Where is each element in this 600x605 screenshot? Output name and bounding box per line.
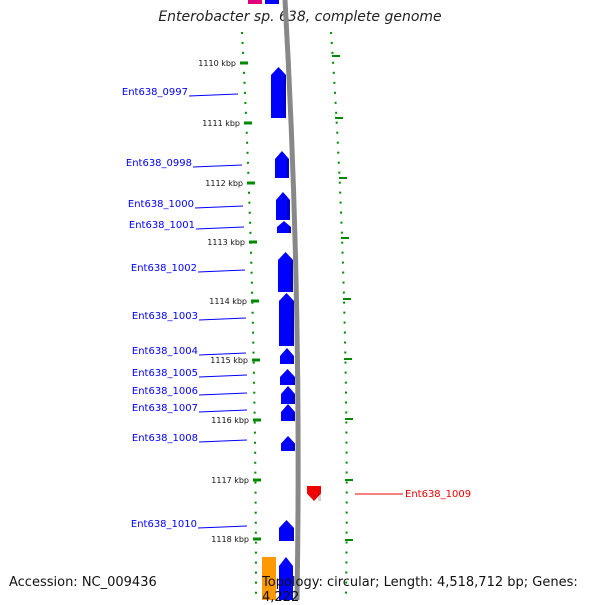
gene-leader-line — [194, 205, 244, 209]
gene-arrow[interactable] — [281, 386, 295, 404]
gene-leader-line — [197, 525, 248, 529]
gene-arrow[interactable] — [278, 252, 293, 292]
gene-label[interactable]: Ent638_1001 — [129, 220, 195, 231]
gene-label[interactable]: Ent638_1000 — [128, 199, 194, 210]
gene-label[interactable]: Ent638_1002 — [131, 263, 197, 274]
gene-shade — [290, 260, 293, 292]
gene-leader-line — [198, 352, 247, 356]
gene-shade — [292, 443, 295, 451]
scale-tick-label: 1116 kbp — [211, 416, 249, 425]
gene-shade — [318, 493, 321, 501]
gene-leader-line — [198, 409, 248, 413]
gene-leader-line — [198, 374, 248, 378]
gene-arrow[interactable] — [280, 348, 294, 364]
gene-arrow[interactable] — [279, 520, 294, 541]
scale-tick-label: 1117 kbp — [211, 476, 249, 485]
top-gene-blue[interactable] — [265, 0, 279, 4]
gene-arrow[interactable] — [281, 404, 295, 421]
gene-arrow[interactable] — [281, 436, 295, 451]
gene-shade — [291, 356, 294, 364]
gene-shade — [292, 394, 295, 404]
gene-label[interactable]: Ent638_1010 — [131, 519, 197, 530]
bottom-partial-genes — [262, 557, 293, 600]
gene-label[interactable]: Ent638_0998 — [126, 158, 192, 169]
gene-label[interactable]: Ent638_1009 — [405, 489, 471, 500]
scale-tick-label: 1118 kbp — [211, 535, 249, 544]
gene-leader-line — [192, 164, 243, 168]
map-title: Enterobacter sp. 638, complete genome — [158, 9, 442, 25]
outer-ring-ticks — [332, 55, 353, 541]
scale-tick-label: 1114 kbp — [209, 297, 247, 306]
gene-shade — [287, 200, 290, 220]
gene-label[interactable]: Ent638_1007 — [132, 403, 198, 414]
gene-arrow[interactable] — [275, 151, 289, 178]
gene-shade — [291, 528, 294, 541]
gene-arrow[interactable] — [280, 369, 295, 385]
gene-label[interactable]: Ent638_1006 — [132, 386, 198, 397]
scale-tick-label: 1115 kbp — [210, 356, 248, 365]
gene-label[interactable]: Ent638_1008 — [132, 433, 198, 444]
gene-arrow[interactable] — [276, 192, 290, 220]
gene-label[interactable]: Ent638_1004 — [132, 346, 198, 357]
gene-label[interactable]: Ent638_1005 — [132, 368, 198, 379]
gene-leader-line — [188, 93, 239, 97]
gene-arrow[interactable] — [277, 221, 291, 233]
gene-label[interactable]: Ent638_1003 — [132, 311, 198, 322]
gene-leader-line — [195, 226, 245, 230]
scale-tick-label: 1110 kbp — [198, 59, 236, 68]
gene-shade — [288, 227, 291, 233]
gene-arrow[interactable] — [307, 486, 321, 501]
accession-label: Accession: NC_009436 — [9, 575, 157, 590]
scale-tick-label: 1113 kbp — [207, 238, 245, 247]
gene-orange[interactable] — [262, 557, 276, 600]
gene-label[interactable]: Ent638_0997 — [122, 87, 188, 98]
scale-tick-label: 1111 kbp — [202, 119, 240, 128]
gene-leader-line — [198, 317, 247, 321]
gene-leader-line — [197, 269, 246, 273]
gene-shade — [292, 412, 295, 421]
genome-backbone — [282, 0, 301, 600]
scale-tick-label: 1112 kbp — [205, 179, 243, 188]
gene-shade — [283, 75, 286, 118]
gene-leader-line — [198, 439, 248, 443]
gene-shade — [292, 377, 295, 385]
gene-leader-line — [198, 392, 248, 396]
gene-shade — [291, 301, 294, 346]
topology-label: Topology: circular; Length: 4,518,712 bp… — [262, 575, 578, 605]
top-gene-magenta[interactable] — [248, 0, 262, 4]
gene-shade — [286, 159, 289, 178]
gene-arrow[interactable] — [279, 293, 294, 346]
inner-scale-ring — [241, 31, 257, 600]
gene-arrow[interactable] — [271, 67, 286, 118]
gene-blue-bottom[interactable] — [279, 557, 293, 600]
